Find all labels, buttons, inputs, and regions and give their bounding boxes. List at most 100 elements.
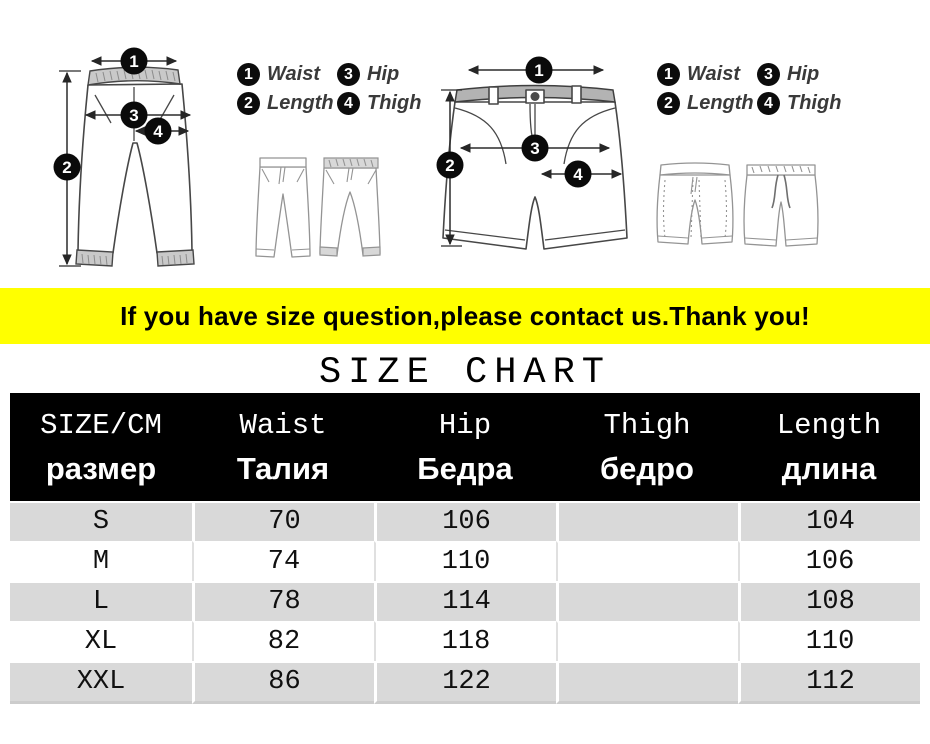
column-header-length-en: Length [776, 408, 882, 442]
pants-thumb-2 [319, 167, 381, 256]
measurement-legend-right: 1 Waist 3 Hip 2 Length 4 Thigh [657, 63, 841, 115]
shorts-thumb-2-waistband-hatch [751, 165, 811, 174]
marker-4-thigh-icon: 4 [564, 160, 592, 188]
legend-item-length: 2 Length [237, 92, 337, 115]
cell-waist: 82 [192, 621, 374, 661]
svg-text:3: 3 [129, 106, 138, 125]
cell-hip: 114 [374, 581, 556, 621]
cell-length: 104 [738, 501, 920, 541]
cell-hip: 106 [374, 501, 556, 541]
cell-thigh [556, 661, 738, 704]
shorts-thumb-2-hem [744, 237, 818, 241]
table-row-s: S 70 106 104 [10, 501, 920, 541]
column-header-length: Length длина [738, 393, 920, 501]
pants-thumbnails [255, 157, 381, 258]
shorts-thumb-1-waistband [659, 162, 731, 176]
shorts-belt-loop-right [571, 85, 582, 104]
legend-label-thigh: Thigh [367, 92, 422, 114]
legend-label-waist: Waist [687, 63, 740, 85]
svg-text:2: 2 [62, 158, 71, 177]
marker-2-length-icon: 2 [436, 151, 464, 179]
column-header-waist-ru: Талия [236, 450, 330, 486]
shorts-thumb-2-waistband [746, 164, 816, 176]
column-header-waist: Waist Талия [192, 393, 374, 501]
cell-hip: 122 [374, 661, 556, 704]
cell-thigh [556, 541, 738, 581]
header-row: SIZE/CM размер Waist Талия Hip Бедра Thi… [10, 393, 920, 501]
cell-waist: 74 [192, 541, 374, 581]
svg-text:1: 1 [534, 61, 543, 80]
cell-thigh [556, 501, 738, 541]
column-header-size-ru: размер [45, 450, 157, 486]
notice-banner: If you have size question,please contact… [0, 288, 930, 344]
column-header-thigh: Thigh бедро [556, 393, 738, 501]
marker-2-icon: 2 [657, 92, 680, 115]
legend-label-length: Length [687, 92, 754, 114]
marker-4-icon: 4 [337, 92, 360, 115]
marker-3-hip-icon: 3 [120, 101, 148, 129]
measurement-diagrams: 1 2 3 4 [53, 47, 819, 267]
size-chart-title: SIZE CHART [318, 352, 612, 394]
svg-text:4: 4 [573, 165, 583, 184]
legend-label-hip: Hip [787, 63, 820, 85]
legend-item-waist: 1 Waist [237, 63, 337, 86]
marker-4-thigh-icon: 4 [144, 117, 172, 145]
shorts-belt-loop-left [488, 86, 499, 105]
pants-cuff-hatch [81, 253, 188, 266]
shorts-thumb-1-details [662, 179, 728, 239]
cell-size: XL [10, 621, 192, 661]
table-row-xxl: XXL 86 122 112 [10, 661, 920, 704]
pants-thumb-2-cuffs [319, 246, 381, 257]
pants-waistband [87, 66, 181, 86]
legend-label-length: Length [267, 92, 334, 114]
cell-size: S [10, 501, 192, 541]
shorts-measurement-diagram: 1 2 3 4 [436, 56, 628, 250]
pants-thumb-1 [255, 166, 311, 258]
shorts-button [530, 92, 540, 101]
cell-waist: 70 [192, 501, 374, 541]
column-header-length-ru: длина [781, 450, 877, 486]
column-header-size-en: SIZE/CM [40, 408, 162, 442]
legend-label-thigh: Thigh [787, 92, 842, 114]
marker-1-icon: 1 [657, 63, 680, 86]
shorts-pocket-seams [454, 107, 616, 165]
pants-waistband-hatch [95, 69, 176, 83]
cell-hip: 118 [374, 621, 556, 661]
legend-item-waist: 1 Waist [657, 63, 757, 86]
legend-item-length: 2 Length [657, 92, 757, 115]
legend-item-hip: 3 Hip [337, 63, 421, 86]
legend-label-hip: Hip [367, 63, 400, 85]
size-chart-table: SIZE/CM размер Waist Талия Hip Бедра Thi… [10, 393, 920, 704]
shorts-thumb-2 [743, 174, 819, 247]
marker-3-icon: 3 [757, 63, 780, 86]
marker-2-icon: 2 [237, 92, 260, 115]
length-measure-ticks [59, 70, 81, 267]
marker-1-waist-icon: 1 [525, 56, 553, 84]
cell-hip: 110 [374, 541, 556, 581]
cell-length: 112 [738, 661, 920, 704]
cell-length: 110 [738, 621, 920, 661]
column-header-hip-en: Hip [438, 408, 492, 442]
marker-1-icon: 1 [237, 63, 260, 86]
cell-size: M [10, 541, 192, 581]
shorts-thumb-1-hem [657, 176, 733, 239]
marker-3-icon: 3 [337, 63, 360, 86]
size-chart-header: SIZE/CM размер Waist Талия Hip Бедра Thi… [10, 393, 920, 501]
svg-text:2: 2 [445, 156, 454, 175]
legend-item-thigh: 4 Thigh [757, 92, 841, 115]
column-header-thigh-en: Thigh [603, 408, 691, 442]
marker-3-hip-icon: 3 [521, 134, 549, 162]
column-header-size: SIZE/CM размер [10, 393, 192, 501]
shorts-thumb-1 [656, 174, 734, 245]
measurement-legend-left: 1 Waist 3 Hip 2 Length 4 Thigh [237, 63, 421, 115]
pants-measurement-diagram: 1 2 3 4 [53, 47, 195, 267]
svg-text:3: 3 [530, 139, 539, 158]
svg-text:1: 1 [129, 52, 138, 71]
column-header-hip: Hip Бедра [374, 393, 556, 501]
cell-thigh [556, 581, 738, 621]
cell-waist: 86 [192, 661, 374, 704]
cell-length: 106 [738, 541, 920, 581]
table-row-xl: XL 82 118 110 [10, 621, 920, 661]
table-row-m: M 74 110 106 [10, 541, 920, 581]
